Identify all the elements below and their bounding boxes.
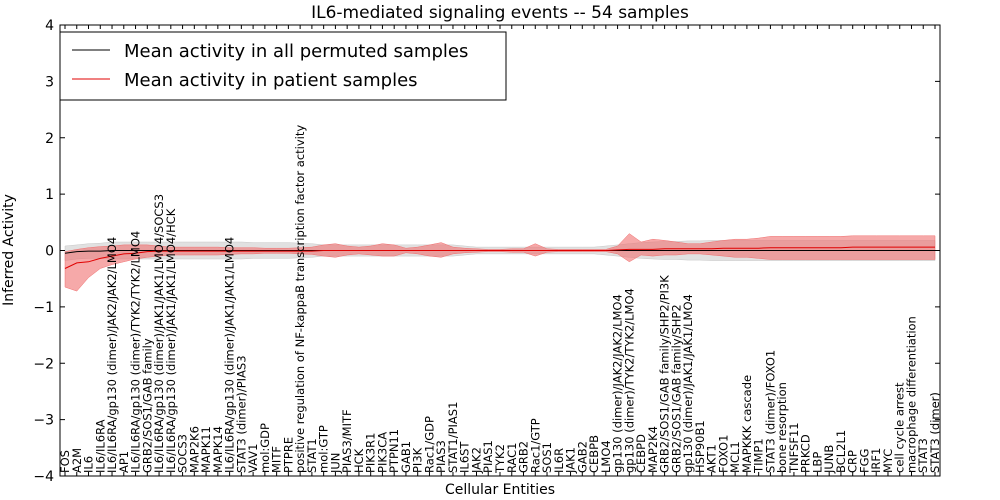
- x-tick-label: TNFSF11: [787, 422, 801, 474]
- x-tick-label: GAB2: [575, 441, 589, 473]
- x-tick-label: PTPN11: [387, 429, 401, 473]
- y-tick-label: 0: [45, 244, 54, 260]
- x-tick-label: CRP: [846, 450, 860, 473]
- x-tick-label: STAT1/PIAS1: [446, 402, 460, 473]
- x-tick-label: STAT3 (dimer)/PIAS3: [234, 355, 248, 473]
- x-tick-label: IL6R: [552, 448, 566, 473]
- y-tick-label: 3: [45, 74, 54, 90]
- x-tick-label: mol:GTP: [317, 425, 331, 473]
- x-tick-label: IL6/IL6RA/gp130 (dimer)/TYK2/TYK2/LMO4: [129, 231, 143, 473]
- x-tick-label: GAB1: [399, 441, 413, 473]
- x-tick-label: MAP2K4: [646, 426, 660, 473]
- x-tick-label: MAPK14: [211, 426, 225, 473]
- line-patient: [64, 246, 935, 269]
- x-tick-label: HCK: [352, 448, 366, 473]
- x-tick-label: LMO4: [599, 440, 613, 473]
- x-tick-label: MCL1: [728, 441, 742, 473]
- x-tick-label: Rac1/GDP: [423, 416, 437, 473]
- x-tick-label: JUN: [328, 453, 342, 474]
- x-tick-label: AKT1: [705, 444, 719, 473]
- x-tick-label: JAK1: [564, 447, 578, 474]
- x-tick-label: SOCS3: [176, 434, 190, 473]
- x-tick-label: CEBPB: [587, 435, 601, 473]
- x-tick-label: RAC1: [505, 442, 519, 473]
- x-tick-label: MAP2K6: [187, 426, 201, 473]
- x-tick-label: A2M: [70, 448, 84, 473]
- series-lines: [64, 246, 935, 269]
- band-patient: [64, 233, 936, 292]
- x-tick-label: PIK3R1: [364, 433, 378, 474]
- x-tick-label: CEBPD: [634, 434, 648, 473]
- x-tick-label: positive regulation of NF-kappaB transcr…: [293, 125, 307, 473]
- x-axis-label: Cellular Entities: [445, 482, 555, 498]
- x-tick-label: mol:GDP: [258, 423, 272, 473]
- x-tick-label: Rac1/GTP: [528, 418, 542, 473]
- x-tick-label: PIAS3: [434, 440, 448, 473]
- x-tick-label: PI3K: [411, 447, 425, 473]
- x-tick-label: STAT1: [305, 438, 319, 473]
- x-tick-label: SOS1: [540, 442, 554, 473]
- y-tick-label: −1: [33, 300, 54, 316]
- x-tick-label: gp130 (dimer)/JAK1/JAK1/LMO4: [681, 294, 695, 473]
- x-tick-label: IL6/IL6RA: [93, 419, 107, 473]
- x-tick-label: GRB2/SOS1/GAB family: [140, 338, 154, 473]
- x-tick-label: IL6ST: [458, 441, 472, 473]
- x-tick-label: TIMP1: [752, 438, 766, 474]
- x-tick-label: bone resorption: [775, 382, 789, 473]
- x-tick-label: FOS: [58, 450, 72, 473]
- x-tick-label: TYK2: [493, 444, 507, 474]
- x-tick-label: macrophage differentiation: [905, 316, 919, 473]
- x-tick-label: MAPKKK cascade: [740, 375, 754, 473]
- x-tick-label: GRB2/SOS1/GAB family/SHP2: [669, 304, 683, 473]
- y-tick-label: −3: [33, 413, 54, 429]
- x-tick-label: FGG: [858, 449, 872, 473]
- y-tick-label: −2: [33, 356, 54, 372]
- y-tick-label: 1: [45, 187, 54, 203]
- x-tick-label: gp130 (dimer)/JAK2/JAK2/LMO4: [611, 294, 625, 473]
- y-axis: −4 −3 −2 −1 0 1 2 3 4: [33, 18, 940, 485]
- x-tick-label: gp130 (dimer)/TYK2/TYK2/LMO4: [622, 288, 636, 473]
- x-tick-label: IL6/IL6RA/gp130 (dimer)/JAK2/JAK2/LMO4: [105, 237, 119, 473]
- x-tick-label: PRKCD: [799, 434, 813, 473]
- x-tick-label: STAT3 (dimer): [928, 392, 942, 473]
- legend-label-patient: Mean activity in patient samples: [124, 70, 418, 91]
- x-tick-label: GRB2: [517, 441, 531, 473]
- y-tick-label: −4: [33, 469, 54, 485]
- x-tick-label: AP1: [117, 451, 131, 473]
- x-tick-label: GRB2/SOS1/GAB family/SHP2/PI3K: [658, 275, 672, 473]
- x-tick-label: BCL2L1: [834, 430, 848, 473]
- x-tick-label: MYC: [881, 449, 895, 473]
- x-tick-label: JUNB: [822, 445, 836, 474]
- y-axis-label: Inferred Activity: [1, 194, 17, 306]
- x-tick-label: PTPRE: [281, 437, 295, 473]
- legend-box: [59, 31, 507, 101]
- x-tick-label: MAPK11: [199, 426, 213, 473]
- x-tick-label: MITF: [270, 446, 284, 473]
- x-tick-label: STAT3 (dimer)/FOXO1: [763, 350, 777, 473]
- x-tick-label: IL6/IL6RA/gp130 (dimer)/JAK1/JAK1/LMO4: [223, 237, 237, 473]
- x-tick-label: HSP90B1: [693, 420, 707, 473]
- x-tick-label: FOXO1: [716, 435, 730, 473]
- x-tick-label: PIK3CA: [375, 432, 389, 473]
- x-tick-label: IL6: [82, 456, 96, 473]
- x-tick-label: PIAS3/MITF: [340, 409, 354, 473]
- legend-label-permuted: Mean activity in all permuted samples: [124, 41, 468, 62]
- x-tick-label: IL6/IL6RA/gp130 (dimer)/JAK1/JAK1/LMO4/S…: [152, 194, 166, 473]
- x-tick-label: LBP: [810, 452, 824, 473]
- x-tick-label: IL6/IL6RA/gp130 (dimer)/JAK1/JAK1/LMO4/H…: [164, 208, 178, 473]
- x-tick-label: VAV1: [246, 444, 260, 473]
- x-tick-label: JAK2: [470, 447, 484, 474]
- chart-title: IL6-mediated signaling events -- 54 samp…: [311, 3, 689, 23]
- x-tick-label: IRF1: [869, 448, 883, 473]
- plot-frame: [59, 24, 941, 477]
- legend: Mean activity in all permuted samples Me…: [59, 31, 507, 101]
- y-tick-label: 2: [45, 131, 54, 147]
- x-tick-label: STAT3: [916, 438, 930, 473]
- y-tick-label: 4: [45, 18, 54, 34]
- x-tick-label: PIAS1: [481, 440, 495, 473]
- x-tick-label: cell cycle arrest: [893, 382, 907, 473]
